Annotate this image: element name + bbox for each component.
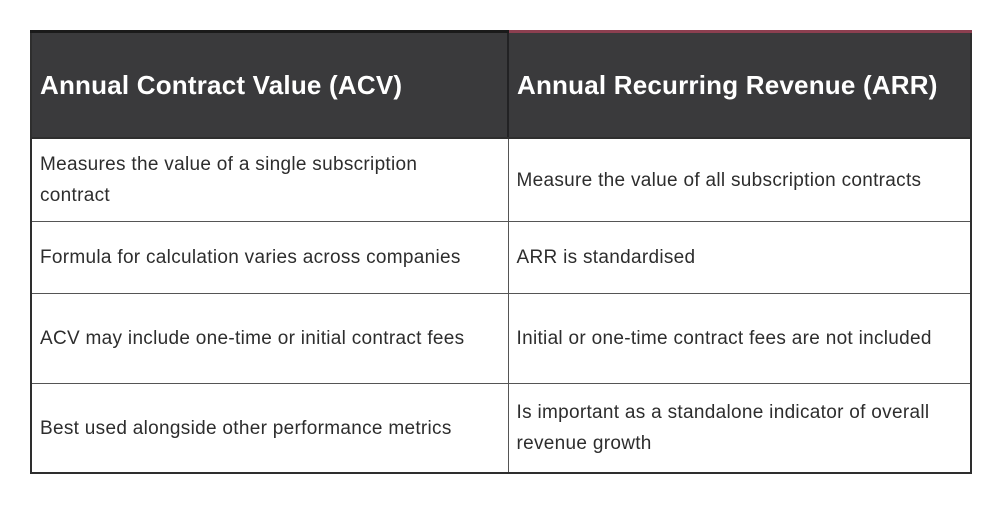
column-header-arr-label: Annual Recurring Revenue (ARR) [517, 69, 938, 100]
table-cell-acv: Best used alongside other performance me… [30, 383, 509, 474]
table-cell-arr: ARR is standardised [507, 221, 972, 294]
table-cell-acv: Formula for calculation varies across co… [30, 221, 509, 294]
cell-text: Measures the value of a single subscript… [40, 154, 418, 206]
table-cell-arr: Measure the value of all subscription co… [507, 137, 972, 222]
column-header-arr: Annual Recurring Revenue (ARR) [507, 30, 972, 139]
table-row: Formula for calculation varies across co… [30, 221, 972, 294]
cell-text: Initial or one-time contract fees are no… [516, 328, 932, 349]
table-row: Measures the value of a single subscript… [30, 137, 972, 222]
cell-text: Is important as a standalone indicator o… [516, 402, 930, 454]
table-cell-arr: Initial or one-time contract fees are no… [507, 293, 972, 384]
comparison-table: Annual Contract Value (ACV) Annual Recur… [30, 30, 972, 474]
table-cell-acv: Measures the value of a single subscript… [30, 137, 509, 222]
table-row: ACV may include one-time or initial cont… [30, 293, 972, 384]
cell-text: Formula for calculation varies across co… [40, 247, 461, 268]
column-header-acv: Annual Contract Value (ACV) [30, 30, 509, 139]
cell-text: ACV may include one-time or initial cont… [40, 328, 465, 349]
cell-text: Best used alongside other performance me… [40, 417, 452, 439]
cell-text: ARR is standardised [516, 247, 696, 268]
cell-text: Measure the value of all subscription co… [516, 169, 922, 191]
header-row: Annual Contract Value (ACV) Annual Recur… [30, 30, 972, 139]
column-header-acv-label: Annual Contract Value (ACV) [40, 69, 403, 100]
table-row: Best used alongside other performance me… [30, 383, 972, 474]
table-cell-acv: ACV may include one-time or initial cont… [30, 293, 509, 384]
table-cell-arr: Is important as a standalone indicator o… [507, 383, 972, 474]
